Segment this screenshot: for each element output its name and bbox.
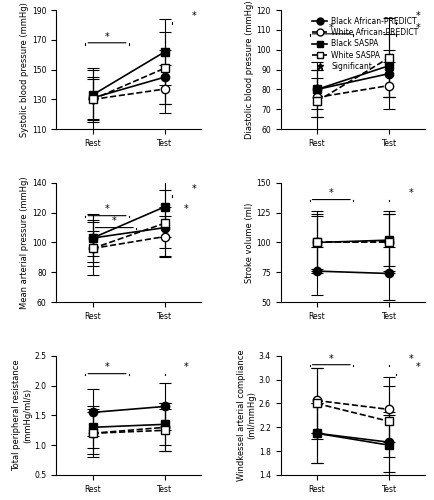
Text: *: * — [408, 354, 413, 364]
Text: *: * — [416, 362, 421, 372]
Y-axis label: Total peripheral resistance (mmHg/ml/s): Total peripheral resistance (mmHg/ml/s) — [13, 360, 32, 471]
Text: *: * — [191, 10, 196, 20]
Text: *: * — [329, 22, 334, 32]
Y-axis label: Systolic blood pressure (mmHg): Systolic blood pressure (mmHg) — [20, 2, 30, 137]
Y-axis label: Diastolic blood pressure (mmHg): Diastolic blood pressure (mmHg) — [245, 0, 253, 139]
Text: *: * — [408, 188, 413, 198]
Text: *: * — [329, 188, 334, 198]
Y-axis label: Mean arterial pressure (mmHg): Mean arterial pressure (mmHg) — [20, 176, 30, 309]
Text: *: * — [184, 362, 189, 372]
Text: *: * — [416, 10, 421, 20]
Y-axis label: Windkessel arterial compliance (ml/mmHg): Windkessel arterial compliance (ml/mmHg) — [237, 350, 256, 481]
Text: *: * — [105, 32, 109, 42]
Text: *: * — [416, 22, 421, 32]
Text: *: * — [329, 354, 334, 364]
Text: *: * — [184, 204, 189, 214]
Y-axis label: Stroke volume (ml): Stroke volume (ml) — [245, 202, 253, 282]
Text: *: * — [112, 216, 117, 226]
Legend: Black African-PREDICT, White African-PREDICT, Black SASPA, White SASPA, Signific: Black African-PREDICT, White African-PRE… — [309, 14, 421, 74]
Text: *: * — [191, 184, 196, 194]
Text: *: * — [105, 204, 109, 214]
Text: *: * — [105, 362, 109, 372]
